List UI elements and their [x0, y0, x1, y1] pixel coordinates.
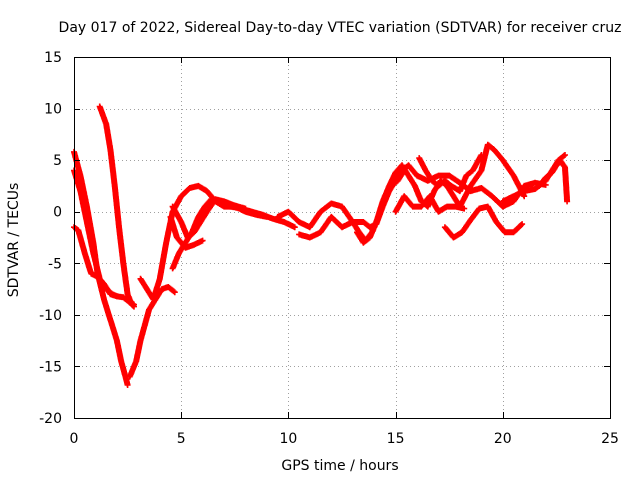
x-tick-label: 10 [279, 431, 297, 447]
point-markers [536, 158, 571, 205]
grid-lines [74, 57, 610, 418]
y-tick-label: -20 [39, 411, 62, 427]
point-markers [274, 167, 408, 244]
y-tick-label: -5 [48, 256, 62, 272]
x-tick-label: 15 [387, 431, 405, 447]
point-markers [392, 193, 468, 215]
series-arc-8 [169, 196, 249, 241]
point-markers [167, 213, 206, 251]
y-tick-label: 10 [44, 102, 62, 118]
x-tick-label: 0 [70, 431, 79, 447]
series-arc-15 [416, 152, 485, 195]
series-arc-9 [167, 213, 206, 251]
point-markers [137, 182, 270, 303]
y-tick-label: 5 [53, 153, 62, 169]
series-arc-17 [536, 158, 571, 205]
y-tick-label: 15 [44, 50, 62, 66]
point-markers [354, 141, 528, 246]
chart-title: Day 017 of 2022, Sidereal Day-to-day VTE… [59, 20, 622, 36]
x-tick-label: 5 [177, 431, 186, 447]
series-arc-6 [137, 182, 270, 303]
series-arc-13 [392, 193, 468, 215]
point-markers [169, 196, 249, 241]
series-arc-3 [96, 103, 137, 310]
y-axis-label: SDTVAR / TECUs [6, 183, 22, 298]
series-arc-12 [354, 141, 528, 246]
tick-labels: 0 5 10 15 20 25 -20 -15 -10 -5 0 5 10 15 [39, 50, 619, 447]
series-arc-14 [441, 203, 526, 241]
point-markers [416, 152, 485, 195]
y-tick-label: -15 [39, 359, 62, 375]
y-tick-label: -10 [39, 308, 62, 324]
point-markers [96, 103, 137, 310]
x-tick-label: 20 [494, 431, 512, 447]
point-markers [499, 152, 568, 205]
x-tick-label: 25 [601, 431, 619, 447]
data-points [71, 103, 571, 388]
plot-frame [74, 57, 611, 419]
series-arc-10 [274, 167, 408, 244]
series-arc-16 [499, 152, 568, 205]
point-markers [441, 203, 526, 241]
x-axis-label: GPS time / hours [281, 458, 398, 474]
y-tick-label: 0 [53, 205, 62, 221]
axis-ticks [74, 57, 611, 419]
